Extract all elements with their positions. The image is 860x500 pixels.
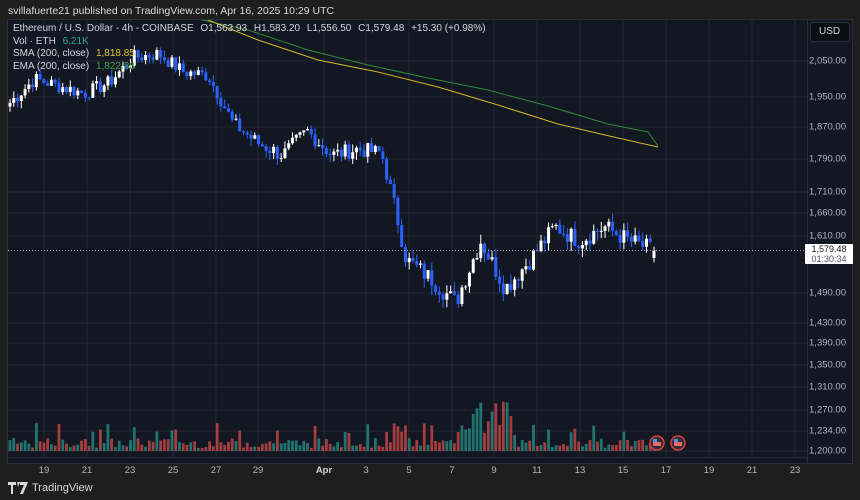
chart-legend: Ethereum / U.S. Dollar - 4h - COINBASE O…: [13, 23, 490, 73]
time-tick-label: 25: [167, 465, 179, 476]
volume-value: 6.21K: [62, 35, 89, 47]
symbol-title[interactable]: Ethereum / U.S. Dollar - 4h - COINBASE: [13, 23, 194, 34]
price-tick-label: 1,390.00: [809, 337, 846, 349]
ohlc-close: C1,579.48: [358, 23, 405, 34]
tradingview-logo-icon: [8, 482, 28, 494]
price-tick-label: 1,200.00: [809, 445, 846, 457]
time-tick-label: 23: [124, 465, 136, 476]
last-price-label: 1,579.48 01:30:34: [805, 244, 853, 264]
time-tick-label: 27: [210, 465, 222, 476]
time-tick-label: 9: [491, 465, 497, 476]
time-tick-label: 19: [703, 465, 715, 476]
sma-label: SMA (200, close): [13, 48, 90, 59]
time-axis[interactable]: 19 21 23 25 27 29 Apr 3 5 7 9 11 13 15 17 19 21 23: [8, 457, 807, 481]
price-tick-label: 1,310.00: [809, 381, 846, 393]
price-tick-label: 1,430.00: [809, 317, 846, 329]
time-tick-label: Apr: [315, 465, 333, 476]
time-tick-label: 7: [449, 465, 455, 476]
price-tick-label: 1,950.00: [809, 91, 846, 103]
us-flag-event-icon[interactable]: [670, 435, 686, 451]
sma-value: 1,818.85: [95, 48, 135, 59]
ohlc-low: L1,556.50: [306, 23, 352, 34]
us-flag-event-icon[interactable]: [649, 435, 665, 451]
time-tick-label: 15: [617, 465, 629, 476]
ohlc-change: +15.30 (+0.98%): [411, 23, 486, 34]
time-tick-label: 29: [252, 465, 264, 476]
chart-frame: 2,050.00 1,950.00 1,870.00 1,790.00 1,710.00…: [7, 19, 854, 476]
price-tick-label: 1,660.00: [809, 207, 846, 219]
legend-volume-row[interactable]: Vol · ETH 6.21K: [13, 36, 490, 49]
time-tick-label: 13: [574, 465, 586, 476]
brand-name: TradingView: [32, 482, 93, 494]
price-tick-label: 1,350.00: [809, 359, 846, 371]
tradingview-logo[interactable]: TradingView: [8, 482, 93, 494]
price-tick-label: 1,790.00: [809, 153, 846, 165]
ohlc-high: H1,583.20: [253, 23, 301, 34]
legend-ema-row[interactable]: EMA (200, close) 1,822.88: [13, 61, 490, 74]
ema-value: 1,822.88: [95, 60, 135, 72]
legend-sma-row[interactable]: SMA (200, close) 1,818.85: [13, 48, 490, 61]
last-price-value: 1,579.48: [811, 244, 847, 254]
price-tick-label: 1,270.00: [809, 404, 846, 416]
currency-button[interactable]: USD: [810, 22, 850, 42]
ohlc-open: O1,563.93: [200, 23, 248, 34]
time-tick-label: 23: [789, 465, 801, 476]
price-tick-label: 1,610.00: [809, 230, 846, 242]
time-tick-label: 11: [532, 465, 542, 476]
time-tick-label: 17: [660, 465, 672, 476]
legend-symbol-row: Ethereum / U.S. Dollar - 4h - COINBASE O…: [13, 23, 490, 36]
time-tick-label: 21: [81, 465, 93, 476]
publisher-line: svillafuerte21 published on TradingView.…: [8, 5, 335, 17]
time-tick-label: 21: [746, 465, 758, 476]
time-tick-label: 19: [38, 465, 50, 476]
price-tick-label: 2,050.00: [809, 55, 846, 67]
price-axis[interactable]: 2,050.00 1,950.00 1,870.00 1,790.00 1,710.00…: [807, 20, 854, 465]
chart-plot-area[interactable]: [8, 20, 807, 457]
price-tick-label: 1,490.00: [809, 287, 846, 299]
ema-label: EMA (200, close): [13, 60, 90, 72]
volume-label: Vol · ETH: [13, 35, 56, 47]
price-tick-label: 1,870.00: [809, 121, 846, 133]
price-tick-label: 1,710.00: [809, 186, 846, 198]
price-tick-label: 1,234.00: [809, 425, 846, 437]
time-tick-label: 3: [363, 465, 369, 476]
time-tick-label: 5: [406, 465, 412, 476]
candlestick-chart: [8, 20, 807, 457]
bar-countdown: 01:30:34: [811, 253, 847, 264]
